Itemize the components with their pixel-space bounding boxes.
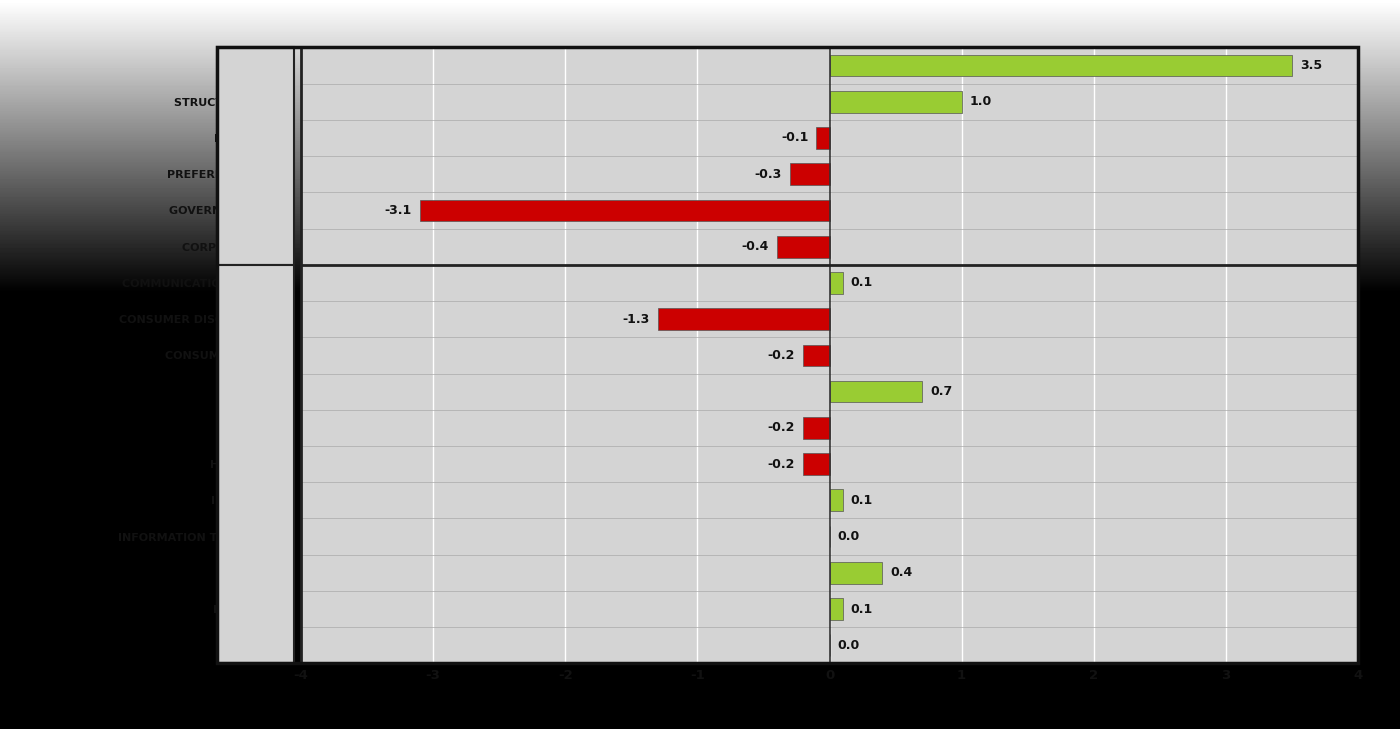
Text: FIXED INCOME: FIXED INCOME: [249, 102, 262, 210]
Bar: [804, 345, 829, 366]
Text: 0.7: 0.7: [930, 385, 952, 398]
Text: -0.1: -0.1: [781, 131, 808, 144]
Text: -0.2: -0.2: [767, 349, 795, 362]
Bar: [829, 599, 843, 620]
Bar: [804, 453, 829, 475]
Bar: [777, 235, 829, 257]
Bar: [829, 381, 923, 402]
Text: -0.2: -0.2: [767, 458, 795, 471]
Text: 0.1: 0.1: [851, 276, 872, 289]
Text: 0.1: 0.1: [851, 494, 872, 507]
Text: EQUITY: EQUITY: [249, 437, 262, 491]
Text: 3.5: 3.5: [1299, 59, 1322, 72]
Bar: [658, 308, 829, 330]
Bar: [829, 489, 843, 511]
Text: -3.1: -3.1: [385, 204, 412, 217]
Bar: [790, 163, 829, 185]
Bar: [420, 200, 829, 222]
Bar: [829, 55, 1292, 77]
Bar: [829, 562, 882, 584]
Text: 0.0: 0.0: [837, 639, 860, 652]
Text: -0.2: -0.2: [767, 421, 795, 434]
Text: 0.4: 0.4: [890, 566, 913, 580]
Text: 1.0: 1.0: [970, 95, 991, 108]
Text: -0.4: -0.4: [742, 240, 769, 253]
Text: -1.3: -1.3: [623, 313, 650, 326]
Text: 0.1: 0.1: [851, 603, 872, 615]
Bar: [816, 127, 829, 149]
Bar: [804, 417, 829, 439]
Text: 0.0: 0.0: [837, 530, 860, 543]
Bar: [829, 272, 843, 294]
Bar: [829, 91, 962, 112]
Text: -0.3: -0.3: [755, 168, 783, 181]
